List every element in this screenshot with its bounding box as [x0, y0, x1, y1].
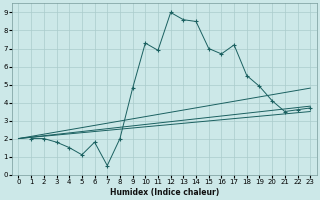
- X-axis label: Humidex (Indice chaleur): Humidex (Indice chaleur): [110, 188, 219, 197]
